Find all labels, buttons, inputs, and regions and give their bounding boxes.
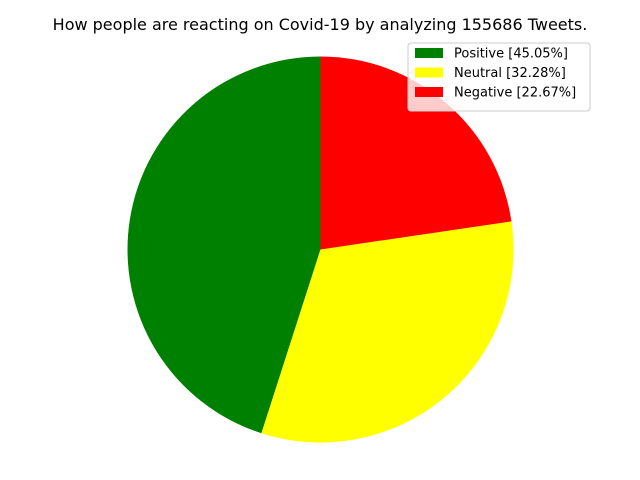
legend-swatch-positive xyxy=(415,48,443,58)
legend-entries: Positive [45.05%] Neutral [32.28%] Negativ… xyxy=(415,47,576,101)
chart-title: How people are reacting on Covid-19 by a… xyxy=(53,15,588,34)
legend-label-neutral: Neutral [32.28%] xyxy=(454,66,566,81)
legend-frame xyxy=(407,42,591,112)
legend-swatch-neutral xyxy=(415,67,443,78)
pie-slice-neutral xyxy=(261,221,514,443)
legend: Positive [45.05%] Neutral [32.28%] Negativ… xyxy=(407,42,591,112)
pie-slice-positive xyxy=(127,56,321,434)
legend-label-positive: Positive [45.05%] xyxy=(454,47,568,62)
legend-label-negative: Negative [22.67%] xyxy=(454,86,576,101)
pie xyxy=(127,56,514,443)
pie-slice-negative xyxy=(320,56,512,250)
legend-swatch-negative xyxy=(415,87,443,97)
